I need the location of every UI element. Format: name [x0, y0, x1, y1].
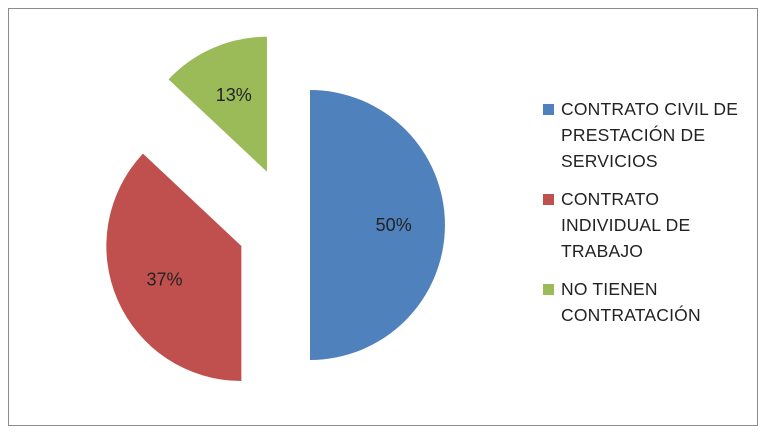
legend-swatch-no-contratacion [543, 284, 554, 295]
pie-data-labels: 50% 37% 13% [147, 85, 412, 289]
legend-swatch-contrato-civil [543, 104, 554, 115]
legend-item-no-contratacion: NO TIENEN CONTRATACIÓN [543, 276, 763, 328]
pie-slices [106, 36, 445, 382]
legend-label-contrato-individual: CONTRATO INDIVIDUAL DE TRABAJO [561, 189, 691, 261]
label-contrato-civil: 50% [376, 215, 412, 235]
legend-item-contrato-civil: CONTRATO CIVIL DE PRESTACIÓN DE SERVICIO… [543, 96, 763, 174]
legend-label-no-contratacion: NO TIENEN CONTRATACIÓN [561, 279, 701, 325]
label-contrato-individual: 37% [147, 269, 183, 289]
legend-item-contrato-individual: CONTRATO INDIVIDUAL DE TRABAJO [543, 186, 763, 264]
slice-contrato-individual [106, 153, 242, 382]
legend-label-contrato-civil: CONTRATO CIVIL DE PRESTACIÓN DE SERVICIO… [561, 99, 739, 171]
legend-swatch-contrato-individual [543, 194, 554, 205]
legend: CONTRATO CIVIL DE PRESTACIÓN DE SERVICIO… [543, 96, 763, 340]
slice-contrato-civil [310, 90, 445, 360]
label-no-contratacion: 13% [216, 85, 252, 105]
slice-no-contratacion [168, 36, 267, 172]
